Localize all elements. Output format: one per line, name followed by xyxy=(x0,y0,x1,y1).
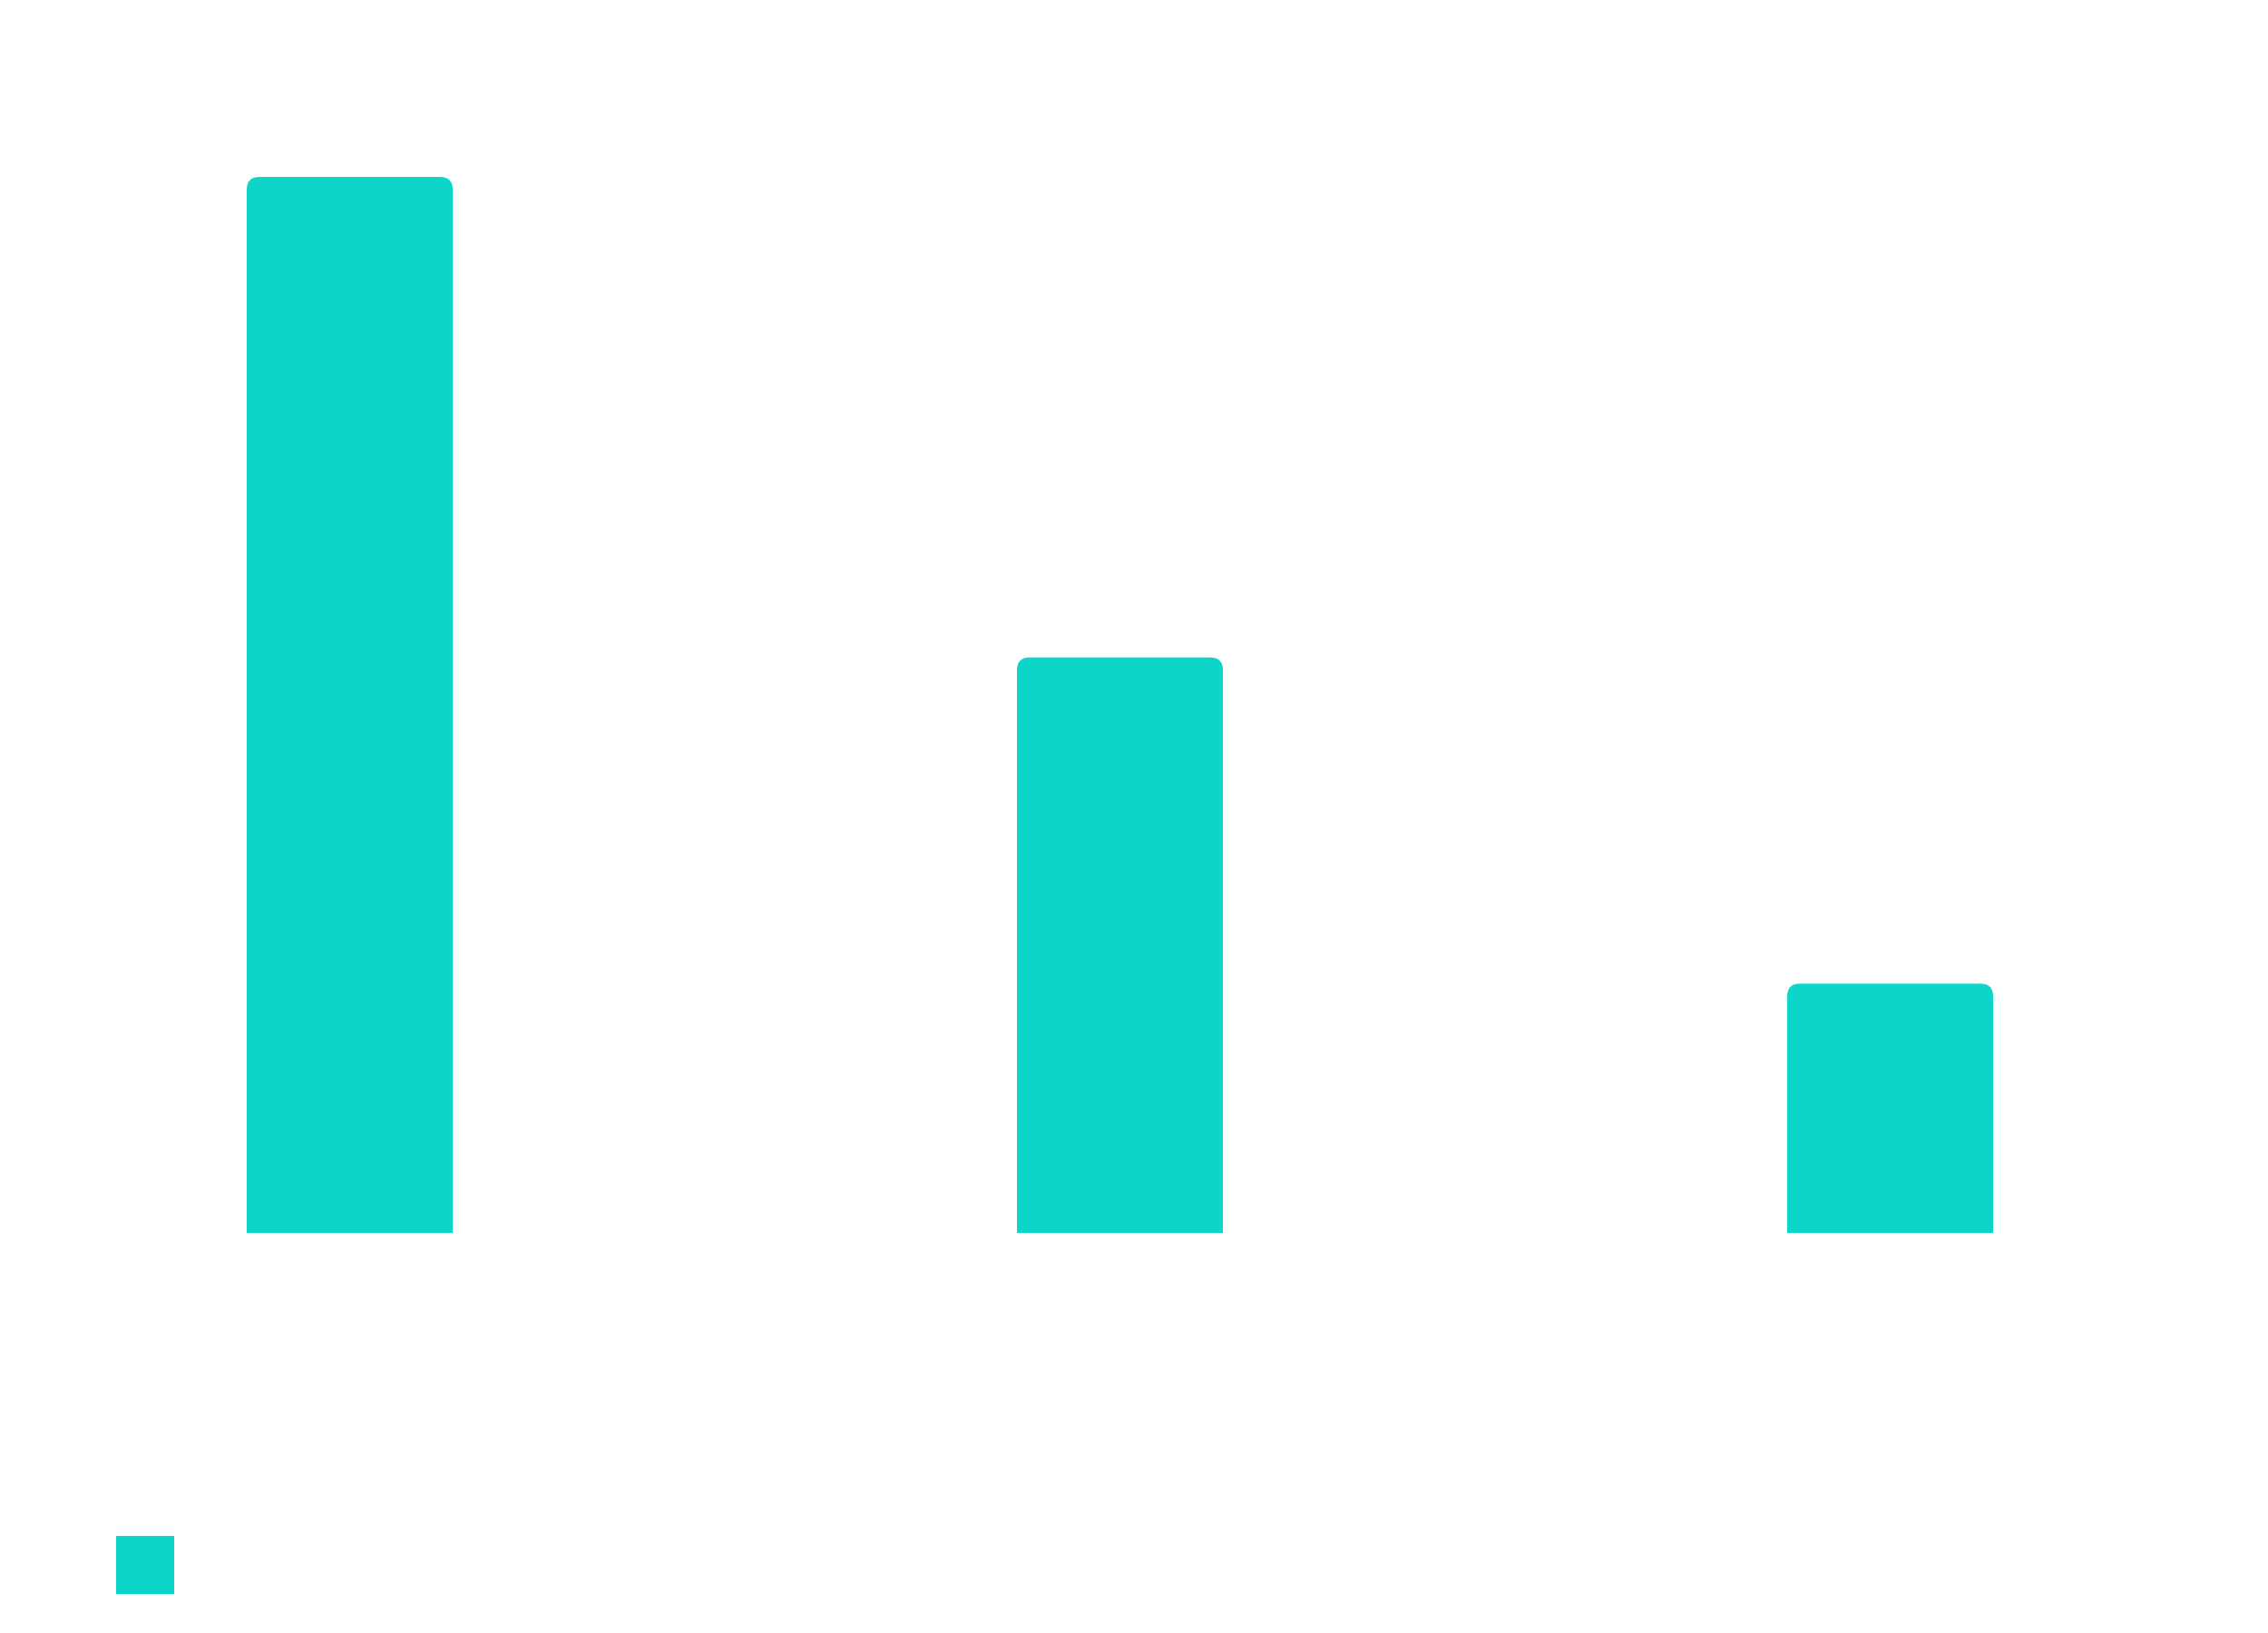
bar-2 xyxy=(1017,657,1223,1233)
bar-1 xyxy=(247,177,453,1233)
bar-3 xyxy=(1787,983,1993,1233)
legend xyxy=(116,1536,174,1594)
bars-group xyxy=(247,177,1993,1233)
legend-swatch xyxy=(116,1536,174,1594)
